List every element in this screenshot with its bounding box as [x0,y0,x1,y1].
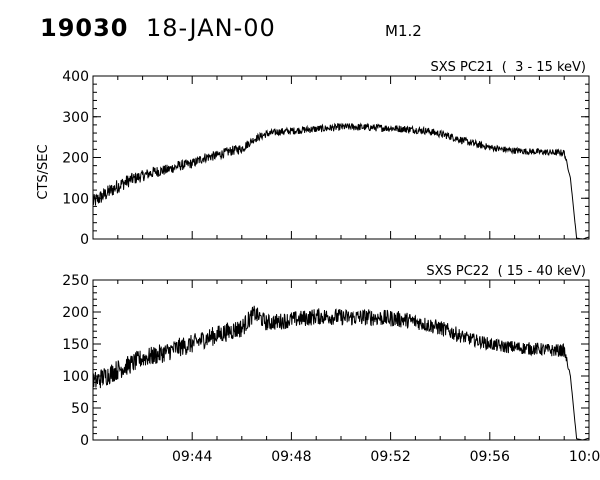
xtick-label: 09:44 [172,449,212,465]
panel-pc21: SXS PC21 ( 3 - 15 keV) CTS/SEC 0 100 200 30… [36,60,590,248]
xtick-label: 10:00 [569,449,600,465]
panel-pc22-series-line [92,305,590,441]
panel-pc22-title: SXS PC22 ( 15 - 40 keV) [426,264,586,279]
xtick-label: 09:48 [271,449,311,465]
ytick-label: 400 [62,69,89,85]
panel-pc22-axes: 0 50 100 150 200 250 09:44 09:48 09:52 09:56 10:00 [62,273,600,465]
ytick-label: 150 [62,337,89,353]
ytick-label: 200 [62,305,89,321]
event-id: 19030 [40,14,129,42]
panel-pc21-frame [92,75,590,240]
flare-class: M1.2 [385,22,422,40]
ytick-label: 50 [71,401,89,417]
xtick-label: 09:56 [470,449,510,465]
xtick-label: 09:52 [370,449,410,465]
ytick-label: 100 [62,191,89,207]
panel-pc22-frame [92,279,590,441]
ytick-label: 200 [62,151,89,167]
ytick-label: 250 [62,273,89,289]
panel-pc21-title: SXS PC21 ( 3 - 15 keV) [430,60,586,75]
panel-pc21-axes: 0 100 200 300 400 [62,69,590,248]
panel-pc21-series-line [92,122,590,240]
event-date: 18-JAN-00 [146,14,276,42]
panel-pc22: SXS PC22 ( 15 - 40 keV) 0501001502002500… [62,264,600,465]
panel-pc21-ylabel: CTS/SEC [36,144,51,199]
ytick-label: 300 [62,110,89,126]
ytick-label: 0 [80,433,89,449]
ytick-label: 100 [62,369,89,385]
ytick-label: 0 [80,232,89,248]
